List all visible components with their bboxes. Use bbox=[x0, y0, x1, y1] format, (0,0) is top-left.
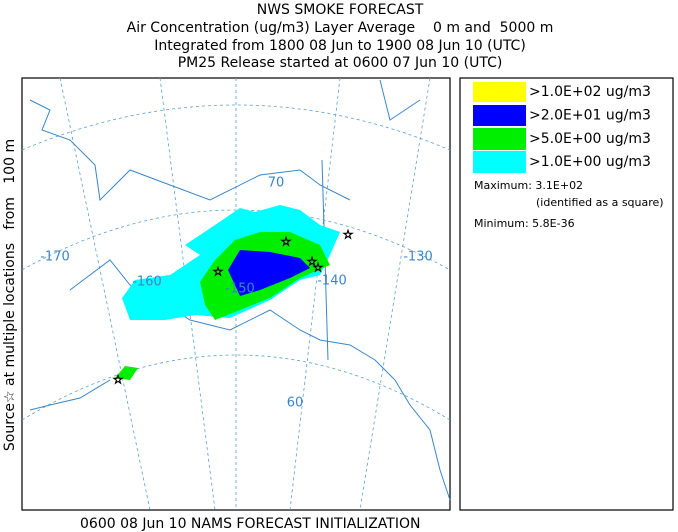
subtitle: Integrated from 1800 08 Jun to 1900 08 J… bbox=[154, 38, 526, 54]
side-label: Source☆ at multiple locations from 100 m bbox=[2, 139, 18, 451]
longitude-label: -170 bbox=[40, 250, 70, 265]
footer: 0600 08 Jun 10 NAMS FORECAST INITIALIZAT… bbox=[80, 516, 420, 532]
minimum: Minimum: 5.8E-36 bbox=[474, 217, 575, 230]
maximum: Maximum: 3.1E+02 bbox=[474, 179, 583, 192]
legend-label: >1.0E+00 ug/m3 bbox=[529, 154, 651, 170]
longitude-label: -160 bbox=[132, 275, 162, 290]
legend-label: >5.0E+00 ug/m3 bbox=[529, 131, 651, 147]
svg-text:☆: ☆ bbox=[307, 255, 318, 269]
legend-swatch bbox=[473, 82, 526, 102]
svg-text:☆: ☆ bbox=[213, 265, 224, 279]
maximum-note: (identified as a square) bbox=[536, 196, 664, 209]
legend-label: >1.0E+02 ug/m3 bbox=[529, 84, 651, 100]
subtitle: PM25 Release started at 0600 07 Jun 10 (… bbox=[178, 55, 503, 71]
latitude-label: 60 bbox=[287, 396, 304, 411]
legend-swatch bbox=[473, 105, 526, 126]
subtitle: Air Concentration (ug/m3) Layer Average … bbox=[127, 20, 554, 36]
svg-text:☆: ☆ bbox=[281, 235, 292, 249]
svg-text:☆: ☆ bbox=[313, 261, 324, 275]
legend-label: >2.0E+01 ug/m3 bbox=[529, 108, 651, 124]
svg-text:☆: ☆ bbox=[343, 228, 354, 242]
longitude-label: -150 bbox=[225, 282, 255, 297]
legend-swatch bbox=[473, 128, 526, 150]
map: ☆☆ ☆☆ ☆☆ -170 -160 -150 -140 -130 70 60 bbox=[21, 77, 451, 511]
latitude-label: 70 bbox=[268, 176, 285, 191]
title: NWS SMOKE FORECAST bbox=[257, 2, 424, 18]
plume: ☆☆ ☆☆ ☆☆ bbox=[112, 205, 354, 387]
svg-text:☆: ☆ bbox=[113, 373, 124, 387]
longitude-label: -140 bbox=[317, 274, 347, 289]
legend-swatch bbox=[473, 151, 526, 173]
legend: Maximum: 3.1E+02 (identified as a square… bbox=[459, 77, 674, 511]
longitude-label: -130 bbox=[403, 250, 433, 265]
